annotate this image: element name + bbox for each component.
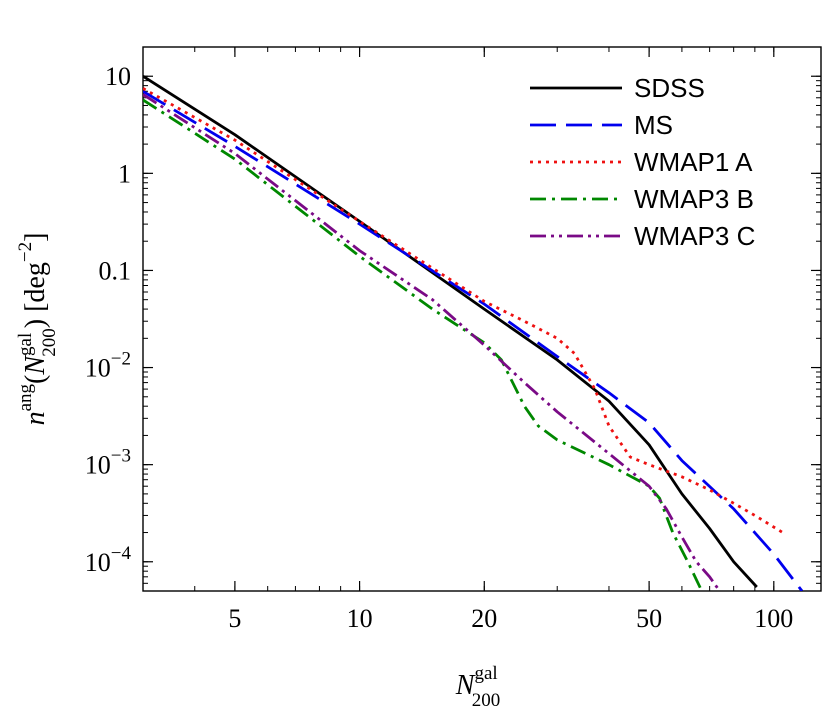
x-tick-label: 50 xyxy=(636,604,662,633)
series-line-wmap1-a xyxy=(143,87,784,534)
legend-label: MS xyxy=(634,110,673,140)
series-line-wmap3-c xyxy=(143,93,721,591)
x-tick-label: 20 xyxy=(471,604,497,633)
y-tick-label: 10−2 xyxy=(85,349,131,383)
series-lines xyxy=(143,75,804,591)
plot-frame xyxy=(142,46,822,592)
legend-label: WMAP3 B xyxy=(634,184,754,214)
legend-label: SDSS xyxy=(634,73,705,103)
y-axis-label: nang(Ngal 200) [deg−2] xyxy=(15,233,60,426)
legend: SDSS MS WMAP1 A WMAP3 B WMAP3 C xyxy=(530,73,755,251)
y-tick-label: 10−4 xyxy=(85,543,132,577)
x-tick-label: 10 xyxy=(347,604,373,633)
y-tick-label: 1 xyxy=(118,159,131,188)
x-axis-label: Ngal 200 xyxy=(455,663,500,709)
series-line-sdss xyxy=(143,75,758,588)
series-line-wmap3-b xyxy=(143,98,704,591)
x-tick-label: 5 xyxy=(228,604,241,633)
y-tick-label: 10 xyxy=(105,62,131,91)
series-line-ms xyxy=(143,90,804,591)
y-tick-label: 10−3 xyxy=(85,446,131,480)
x-tick-label: 100 xyxy=(754,604,793,633)
legend-label: WMAP1 A xyxy=(634,147,753,177)
axis-ticks: 5 10 20 50 100 10 1 0.1 10−2 10−3 10−4 xyxy=(85,46,821,633)
y-tick-label: 0.1 xyxy=(99,256,132,285)
legend-label: WMAP3 C xyxy=(634,221,755,251)
